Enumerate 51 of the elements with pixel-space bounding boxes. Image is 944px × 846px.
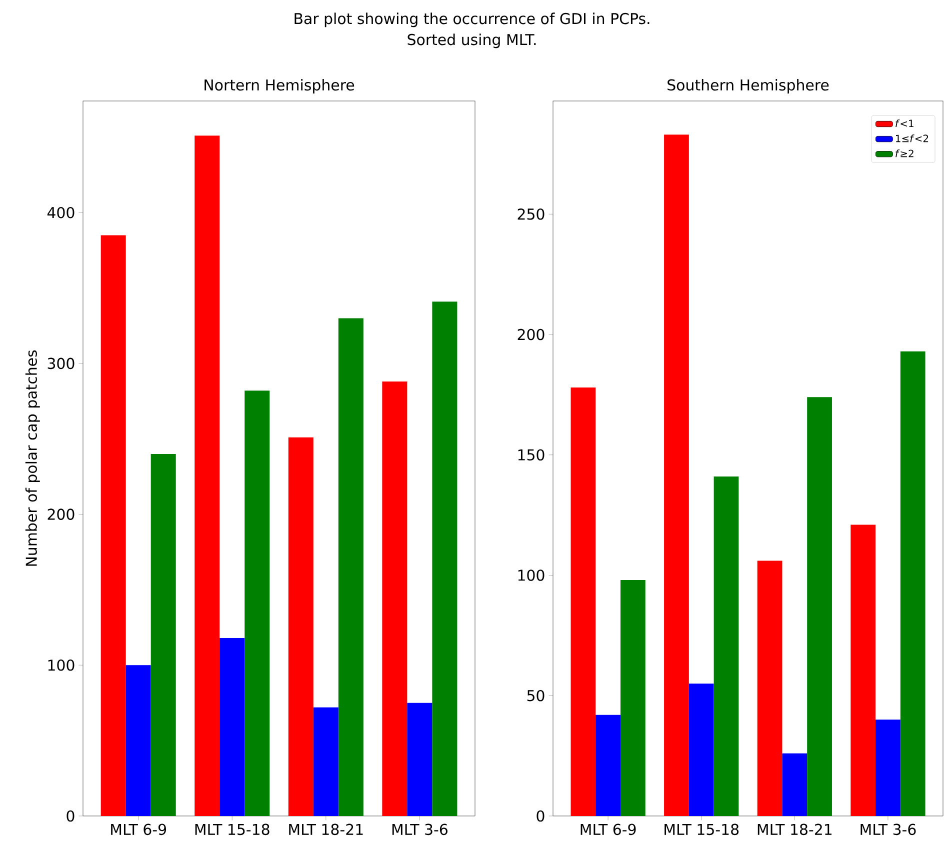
bar	[757, 560, 782, 816]
bar	[688, 684, 714, 816]
x-tick-label: MLT 15-18	[195, 824, 270, 836]
y-tick-label: 150	[518, 449, 544, 461]
y-tick-label: 100	[48, 659, 74, 671]
y-tick-label: 0	[536, 810, 544, 822]
text: Sorted using MLT.	[408, 34, 536, 48]
y-axis-title: Number of polar cap patches	[25, 350, 40, 566]
legend-label: 1≤f<2	[896, 134, 928, 142]
bar	[150, 454, 176, 816]
bar	[664, 134, 689, 816]
bar	[570, 387, 596, 816]
bar	[288, 437, 314, 816]
bar	[714, 476, 739, 816]
bar	[432, 302, 458, 816]
y-tick-label: 300	[48, 358, 74, 370]
x-tick-label: MLT 6-9	[580, 824, 636, 836]
bar	[876, 720, 900, 816]
bar	[126, 665, 151, 816]
bar	[407, 702, 432, 816]
bar	[596, 714, 620, 816]
bar	[850, 524, 876, 816]
x-tick-label: MLT 6-9	[111, 824, 166, 836]
y-tick-label: 100	[518, 570, 544, 581]
bar	[313, 707, 338, 816]
bar	[100, 235, 126, 816]
x-tick-label: MLT 18-21	[289, 824, 363, 836]
x-tick-label: MLT 15-18	[664, 824, 739, 836]
x-tick-label: MLT 3-6	[860, 824, 916, 836]
bar	[338, 318, 364, 816]
y-tick-label: 200	[518, 328, 544, 340]
legend-label: f≥2	[896, 150, 914, 158]
bar	[807, 397, 832, 816]
x-tick-label: MLT 18-21	[758, 824, 832, 836]
bar	[194, 136, 220, 816]
bar	[220, 638, 245, 816]
chart-title: Nortern Hemisphere	[204, 79, 354, 94]
x-tick-label: MLT 3-6	[392, 824, 448, 836]
bar	[382, 382, 408, 816]
chart-title: Southern Hemisphere	[668, 79, 829, 94]
bar	[782, 753, 808, 816]
bar	[244, 390, 270, 816]
y-tick-label: 250	[518, 208, 544, 220]
y-tick-label: 50	[527, 690, 544, 702]
bar	[620, 580, 646, 816]
text: Bar plot showing the occurrence of GDI in PCPs.	[294, 12, 650, 28]
legend-label: f<1	[896, 119, 914, 128]
y-tick-label: 400	[47, 206, 74, 218]
y-tick-label: 0	[66, 810, 74, 822]
bar	[900, 351, 926, 816]
y-tick-label: 200	[48, 508, 74, 520]
